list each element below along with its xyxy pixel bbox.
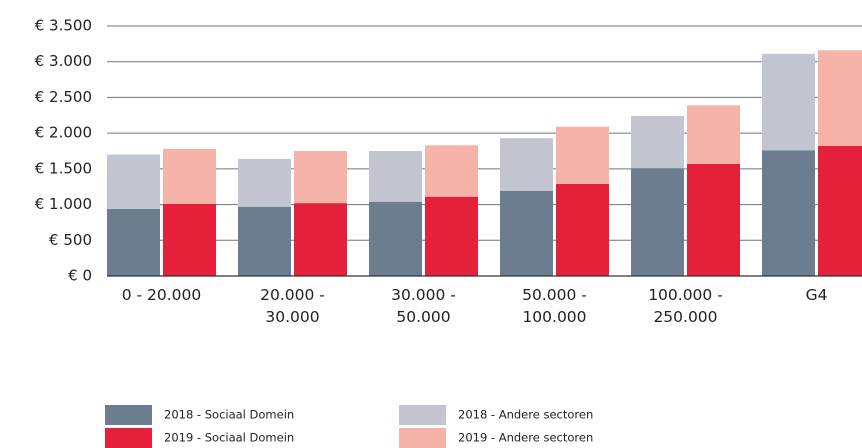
bar-segment	[818, 50, 862, 146]
x-tick-label: 50.000 - 100.000	[522, 286, 587, 326]
bar-segment	[556, 183, 609, 276]
bar-segment	[163, 203, 216, 276]
bar-segment	[762, 150, 815, 276]
x-tick-label: 30.000 - 50.000	[391, 286, 456, 326]
x-tick-label: 0 - 20.000	[121, 286, 202, 304]
y-tick-label: € 1.500	[35, 159, 92, 177]
bar-segment	[238, 206, 291, 276]
legend-label: 2018 - Andere sectoren	[458, 408, 593, 422]
bar-segment	[762, 53, 815, 151]
legend-label: 2019 - Sociaal Domein	[164, 431, 294, 445]
bar-segment	[818, 146, 862, 276]
x-tick-label: G4	[805, 286, 828, 304]
bar-segment	[369, 151, 422, 202]
bar-segment	[425, 196, 478, 276]
bar-segment	[500, 191, 553, 276]
legend-swatch	[399, 428, 446, 448]
bar-segment	[425, 145, 478, 197]
bar-segment	[294, 203, 347, 276]
legend-swatch	[105, 428, 152, 448]
y-tick-label: € 500	[49, 231, 92, 249]
y-tick-label: € 3.000	[35, 52, 92, 70]
legend-swatch	[399, 405, 446, 425]
legend-swatch	[105, 405, 152, 425]
y-tick-label: € 1.000	[35, 195, 92, 213]
y-tick-label: € 2.000	[35, 124, 92, 142]
x-tick-label: 100.000 - 250.000	[648, 286, 723, 326]
bar-segment	[238, 158, 291, 207]
y-tick-label: € 0	[68, 267, 92, 285]
bar-segment	[107, 154, 160, 209]
y-tick-label: € 2.500	[35, 88, 92, 106]
legend-label: 2019 - Andere sectoren	[458, 431, 593, 445]
bar-segment	[687, 163, 740, 276]
x-tick-label: 20.000 - 30.000	[260, 286, 325, 326]
bar-segment	[687, 105, 740, 164]
bar-segment	[369, 201, 422, 276]
bar-segment	[631, 168, 684, 276]
y-tick-label: € 3.500	[35, 17, 92, 35]
bar-segment	[556, 126, 609, 184]
bar-segment	[500, 138, 553, 191]
bar-segment	[107, 208, 160, 276]
bar-segment	[294, 151, 347, 204]
legend-label: 2018 - Sociaal Domein	[164, 408, 294, 422]
bar-segment	[163, 148, 216, 204]
bar-segment	[631, 116, 684, 169]
